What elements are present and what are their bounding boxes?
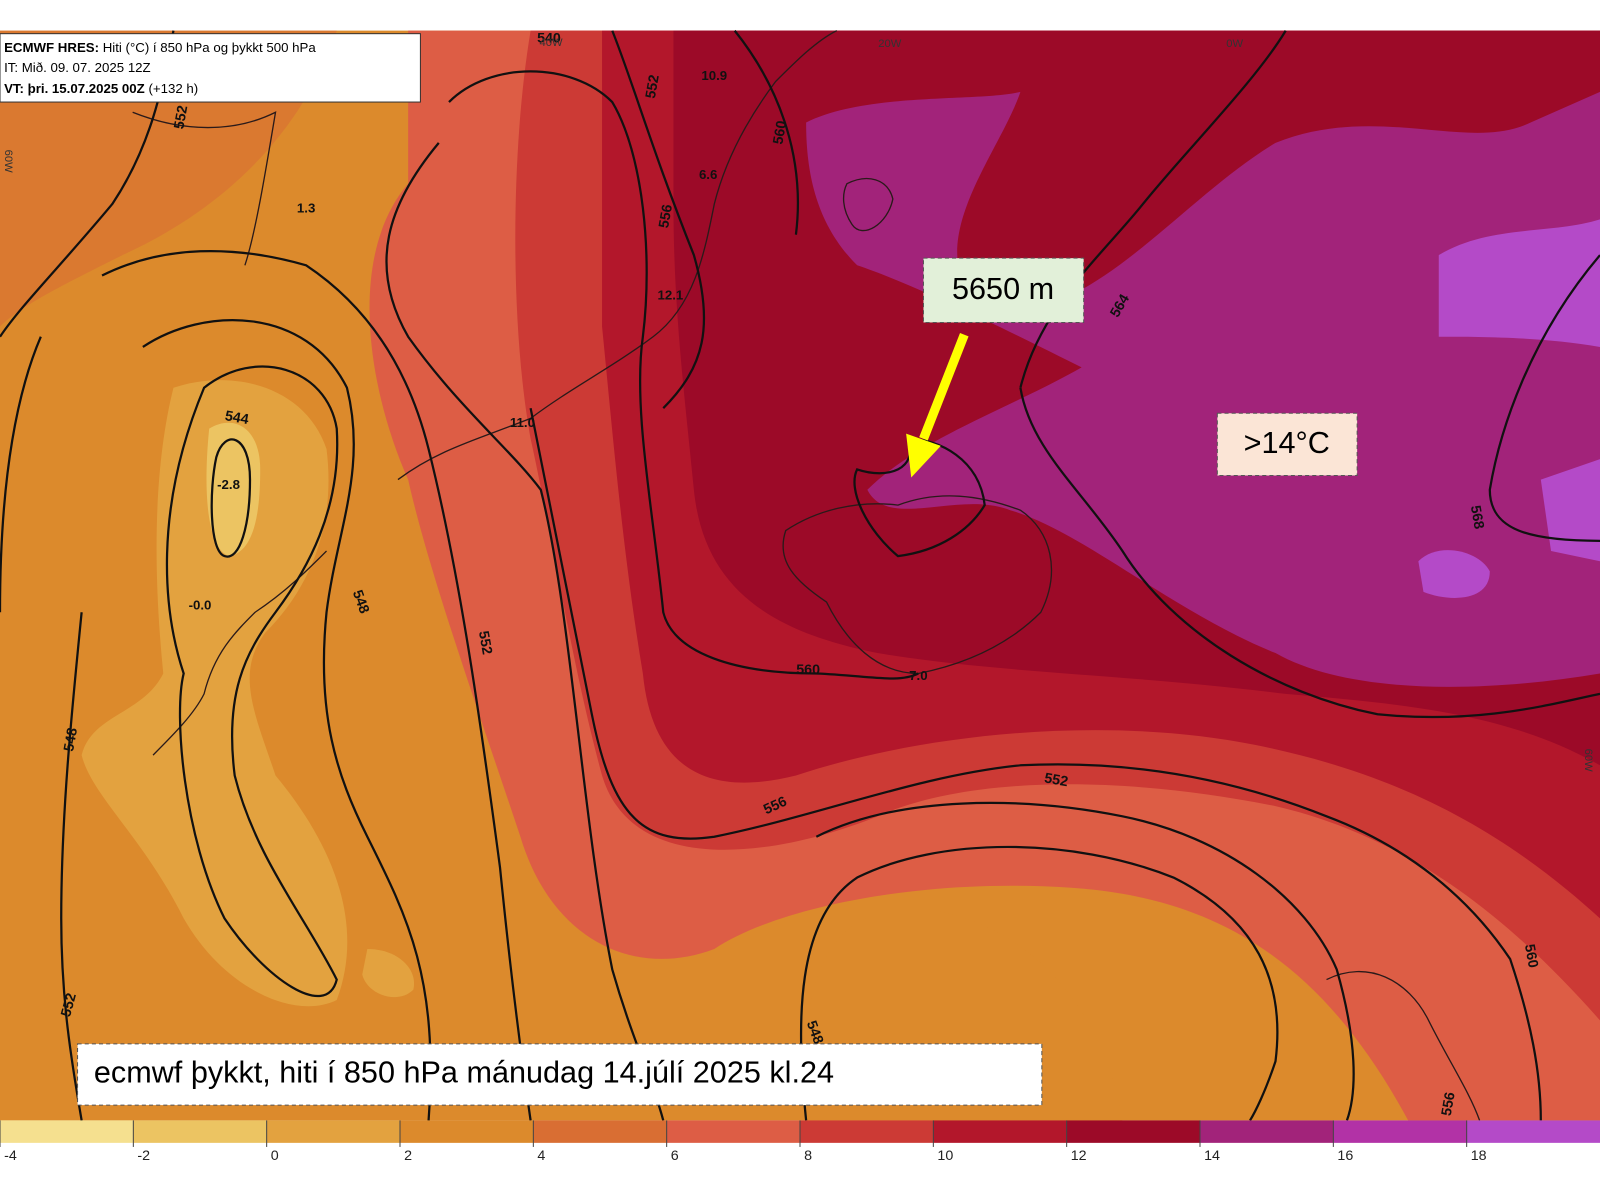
colorbar-segment — [533, 1120, 667, 1143]
colorbar-tick-label: 4 — [537, 1148, 545, 1164]
colorbar-tick-label: -4 — [4, 1148, 17, 1164]
meridian-label: 60W — [2, 150, 14, 173]
title: Hiti (°C) í 850 hPa og þykkt 500 hPa — [103, 39, 317, 54]
contour-label: 568 — [1467, 504, 1487, 530]
meridian-label: 0W — [1226, 38, 1243, 50]
meridian-label: 20W — [878, 38, 901, 50]
header-line-1: ECMWF HRES: Hiti (°C) í 850 hPa og þykkt… — [4, 39, 316, 54]
contour-label: 560 — [796, 662, 820, 678]
valid-time: VT: þri. 15.07.2025 00Z — [4, 80, 145, 95]
colorbar: -4 -2 0 2 4 6 8 10 12 14 16 18 — [0, 1120, 1600, 1164]
colorbar-tick-label: 6 — [671, 1148, 679, 1164]
colorbar-segment — [266, 1120, 400, 1143]
thickness-label: 5650 m — [952, 272, 1054, 306]
point-label: 12.1 — [658, 287, 684, 302]
colorbar-tick-label: 0 — [271, 1148, 279, 1164]
point-label: -0.0 — [189, 598, 212, 613]
colorbar-segment — [933, 1120, 1067, 1143]
thickness-annotation: 5650 m — [906, 257, 1085, 478]
colorbar-tick-label: 14 — [1204, 1148, 1220, 1164]
contour-label: 552 — [643, 74, 663, 100]
contour-label: 556 — [1439, 1091, 1459, 1117]
contour-label: 548 — [349, 588, 372, 616]
point-label: 10.9 — [701, 68, 727, 83]
header-box: ECMWF HRES: Hiti (°C) í 850 hPa og þykkt… — [0, 33, 421, 103]
contour-label: 548 — [61, 727, 81, 753]
colorbar-segment — [666, 1120, 800, 1143]
colorbar-tick-label: 8 — [804, 1148, 812, 1164]
contour-label: 552 — [1043, 770, 1069, 790]
contour-label: 540 — [537, 31, 561, 47]
colorbar-tick-label: 10 — [937, 1148, 953, 1164]
point-label: -2.8 — [217, 477, 240, 492]
caption-box: ecmwf þykkt, hiti í 850 hPa mánudag 14.j… — [77, 1043, 1043, 1106]
colorbar-tick-label: 2 — [404, 1148, 412, 1164]
colorbar-segment — [1200, 1120, 1334, 1143]
contour-label: 552 — [475, 630, 495, 656]
contour-label: 560 — [770, 119, 790, 145]
contour-label: 556 — [656, 203, 676, 229]
contour-label: 560 — [1521, 943, 1541, 969]
contour-label: 552 — [58, 991, 80, 1018]
colorbar-tick-label: -2 — [137, 1148, 150, 1164]
temperature-field — [0, 30, 1600, 1121]
temperature-annotation: >14°C — [1216, 412, 1358, 477]
colorbar-segment — [1466, 1120, 1600, 1143]
meridian-label: 40W — [539, 37, 562, 49]
colorbar-segment — [1333, 1120, 1467, 1143]
colorbar-segment — [1066, 1120, 1200, 1143]
colorbar-tick-label: 12 — [1071, 1148, 1087, 1164]
colorbar-tick-label: 16 — [1337, 1148, 1353, 1164]
contour-label: 552 — [171, 104, 191, 130]
colorbar-segment — [133, 1120, 267, 1143]
contour-label: 544 — [224, 408, 250, 428]
point-label: 7.0 — [909, 668, 927, 683]
colorbar-segment — [0, 1120, 134, 1143]
point-label: 6.6 — [699, 167, 717, 182]
model: ECMWF HRES: — [4, 39, 99, 54]
caption: ecmwf þykkt, hiti í 850 hPa mánudag 14.j… — [94, 1056, 834, 1090]
meridian-label: 60W — [1582, 749, 1594, 772]
init-time: IT: Mið. 09. 07. 2025 12Z — [4, 60, 151, 75]
contour-label: 548 — [803, 1019, 826, 1047]
header-line-3: VT: þri. 15.07.2025 00Z (+132 h) — [4, 80, 198, 95]
temperature-label: >14°C — [1244, 426, 1330, 460]
colorbar-tick-label: 18 — [1471, 1148, 1487, 1164]
lead-time: (+132 h) — [148, 80, 198, 95]
thickness-contours — [0, 29, 1600, 1122]
colorbar-segment — [800, 1120, 934, 1143]
colorbar-segment — [400, 1120, 534, 1143]
point-label: 11.0 — [510, 415, 535, 430]
point-label: 1.3 — [297, 201, 315, 216]
